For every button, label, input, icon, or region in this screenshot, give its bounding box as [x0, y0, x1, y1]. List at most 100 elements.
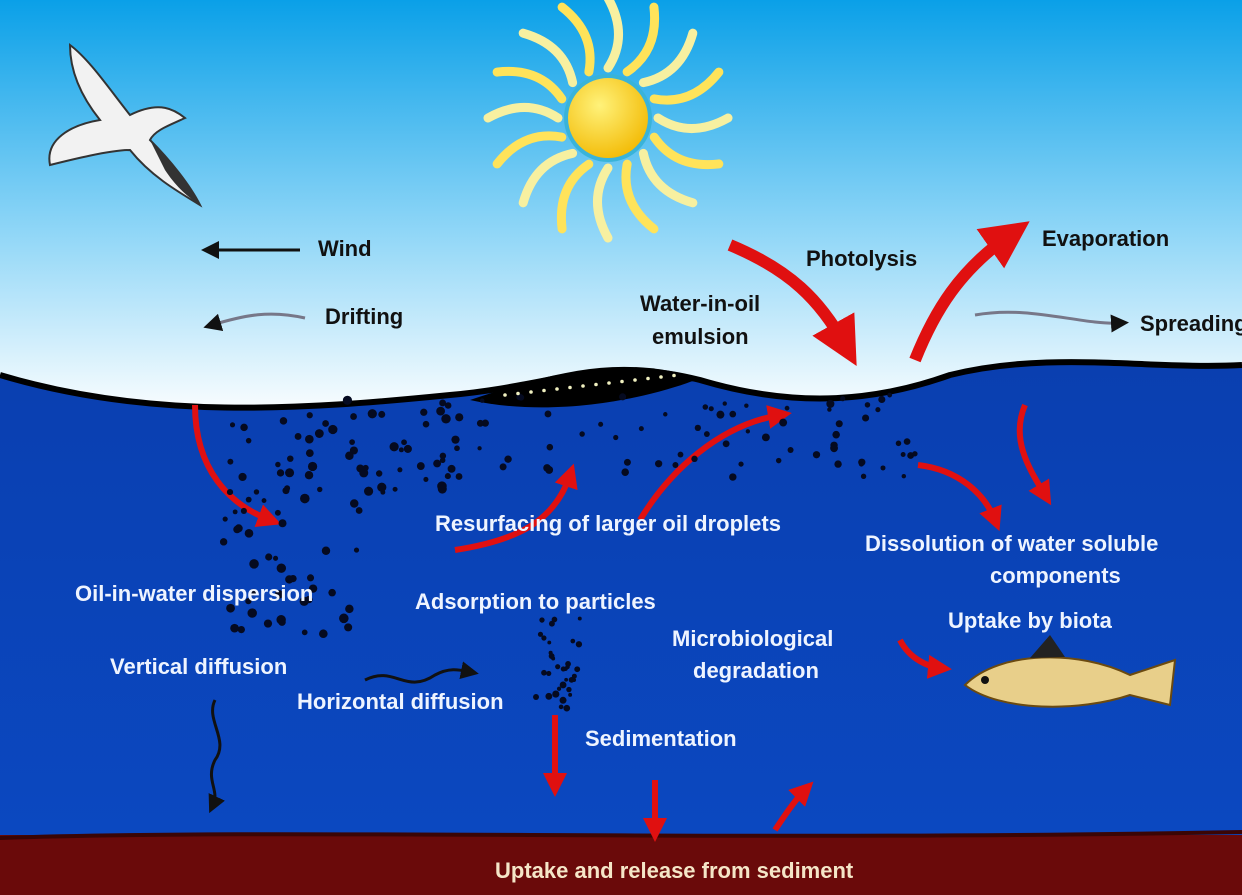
droplet — [444, 473, 451, 480]
droplet — [545, 466, 554, 474]
droplet — [577, 616, 582, 621]
droplet — [350, 499, 359, 508]
droplet — [702, 404, 709, 410]
droplet — [420, 408, 428, 416]
droplet — [691, 455, 698, 463]
emulsion-dot — [672, 373, 676, 378]
droplet — [226, 603, 235, 613]
seagull — [48, 42, 203, 208]
droplet — [274, 590, 284, 599]
label: Wind — [318, 236, 372, 261]
droplet — [858, 461, 864, 467]
droplet — [284, 485, 291, 492]
label: Adsorption to particles — [415, 589, 656, 614]
droplet — [321, 546, 331, 555]
droplet — [436, 406, 445, 416]
droplet — [729, 473, 737, 481]
droplet — [306, 574, 315, 582]
droplet — [541, 669, 547, 676]
droplet — [499, 463, 507, 471]
droplet — [342, 395, 353, 405]
droplet — [278, 618, 286, 626]
droplet — [263, 619, 273, 628]
droplet — [575, 641, 583, 648]
droplet — [738, 461, 744, 467]
label: Dissolution of water soluble — [865, 531, 1158, 556]
droplet — [245, 496, 252, 503]
droplet — [279, 417, 288, 425]
sediment-edge — [0, 830, 1242, 840]
label: Drifting — [325, 304, 403, 329]
droplet — [276, 563, 287, 573]
droplet — [694, 424, 701, 432]
droplet — [830, 444, 838, 453]
droplet — [880, 465, 886, 471]
droplet — [249, 588, 257, 596]
droplet — [708, 406, 714, 412]
droplet — [344, 623, 353, 632]
droplet — [455, 413, 464, 422]
droplet — [571, 673, 577, 679]
sun — [483, 0, 733, 243]
droplet — [353, 547, 360, 553]
droplet — [307, 461, 318, 472]
droplet — [377, 482, 387, 492]
droplet — [623, 458, 631, 466]
emulsion-dot — [659, 375, 663, 379]
droplet — [439, 452, 447, 460]
label: Resurfacing of larger oil droplets — [435, 511, 781, 536]
label: emulsion — [652, 324, 749, 349]
droplet — [304, 470, 314, 480]
droplet — [504, 455, 512, 463]
droplet — [570, 638, 576, 644]
sun-ray — [622, 2, 660, 77]
droplet — [401, 439, 407, 446]
label: Uptake and release from sediment — [495, 858, 854, 883]
droplet — [784, 405, 790, 411]
labels: Wind Drifting Photolysis Water-in-oil em… — [75, 226, 1242, 883]
droplet — [317, 486, 323, 493]
emulsion-dot — [646, 376, 650, 381]
droplet — [305, 449, 314, 458]
droplet — [638, 426, 644, 432]
droplet — [716, 410, 725, 419]
droplet — [745, 429, 751, 434]
droplet — [860, 473, 867, 479]
droplet — [579, 431, 585, 437]
droplet — [244, 529, 254, 538]
droplet — [862, 414, 870, 422]
droplet — [439, 399, 447, 407]
sediment — [0, 835, 1242, 895]
sun-ray — [593, 163, 613, 243]
droplet — [827, 407, 832, 412]
label: Microbiological — [672, 626, 833, 651]
droplet — [245, 598, 252, 605]
droplet — [481, 419, 489, 427]
sun-ray — [649, 67, 724, 105]
droplet — [555, 664, 561, 670]
droplet — [895, 440, 902, 447]
droplet — [273, 555, 279, 561]
droplet — [314, 429, 324, 438]
droplet — [539, 617, 545, 623]
droplet — [655, 460, 663, 468]
droplet — [328, 424, 338, 435]
droplet — [722, 401, 727, 406]
droplet — [546, 443, 554, 451]
label: Evaporation — [1042, 226, 1169, 251]
droplet — [367, 409, 377, 419]
droplet — [240, 423, 248, 432]
droplet — [403, 444, 412, 453]
droplet — [621, 468, 629, 476]
droplet — [826, 399, 835, 408]
sun-ray — [557, 2, 595, 77]
emulsion-dot — [516, 391, 520, 396]
droplet — [563, 704, 571, 712]
emulsion-dot — [568, 385, 572, 390]
droplet — [544, 410, 552, 418]
droplet — [775, 457, 782, 464]
emulsion-dot — [503, 393, 507, 397]
droplet — [226, 488, 234, 496]
label: Photolysis — [806, 246, 917, 271]
emulsion-dot — [633, 378, 637, 382]
